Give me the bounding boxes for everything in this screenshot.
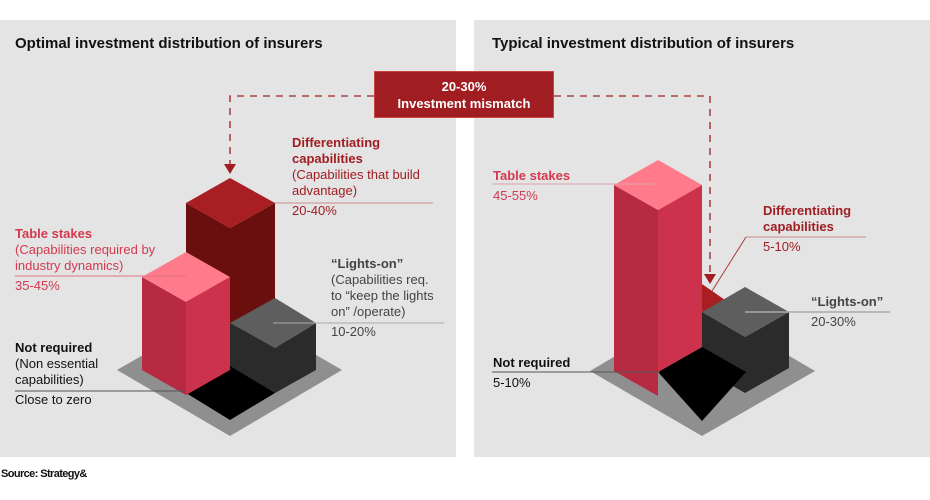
right-isometric <box>492 160 890 436</box>
label-lights-on-typical: “Lights-on” 20-30% <box>811 294 884 329</box>
mismatch-connector <box>229 95 711 275</box>
arrow-down-icon-right <box>704 274 716 284</box>
label-not-required-optimal: Not required (Non essential capabilities… <box>15 340 99 407</box>
mismatch-label: Investment mismatch <box>397 96 531 111</box>
left-isometric <box>15 178 444 436</box>
label-differentiating-optimal: Differentiating capabilities (Capabiliti… <box>292 135 420 218</box>
investment-mismatch-callout: 20-30% Investment mismatch <box>374 71 554 118</box>
label-table-stakes-typical: Table stakes 45-55% <box>493 168 571 203</box>
source-note: Source: Strategy& <box>1 468 87 480</box>
label-not-required-typical: Not required 5-10% <box>493 355 571 390</box>
arrow-down-icon-left <box>224 164 236 174</box>
panel-title-typical: Typical investment distribution of insur… <box>492 35 795 52</box>
label-lights-on-optimal: “Lights-on” (Capabilities req. to “keep … <box>331 256 434 339</box>
label-table-stakes-optimal: Table stakes (Capabilities required by i… <box>15 226 156 293</box>
label-differentiating-typical: Differentiating capabilities 5-10% <box>763 203 852 254</box>
mismatch-range: 20-30% <box>441 79 487 94</box>
panel-title-optimal: Optimal investment distribution of insur… <box>15 35 323 52</box>
